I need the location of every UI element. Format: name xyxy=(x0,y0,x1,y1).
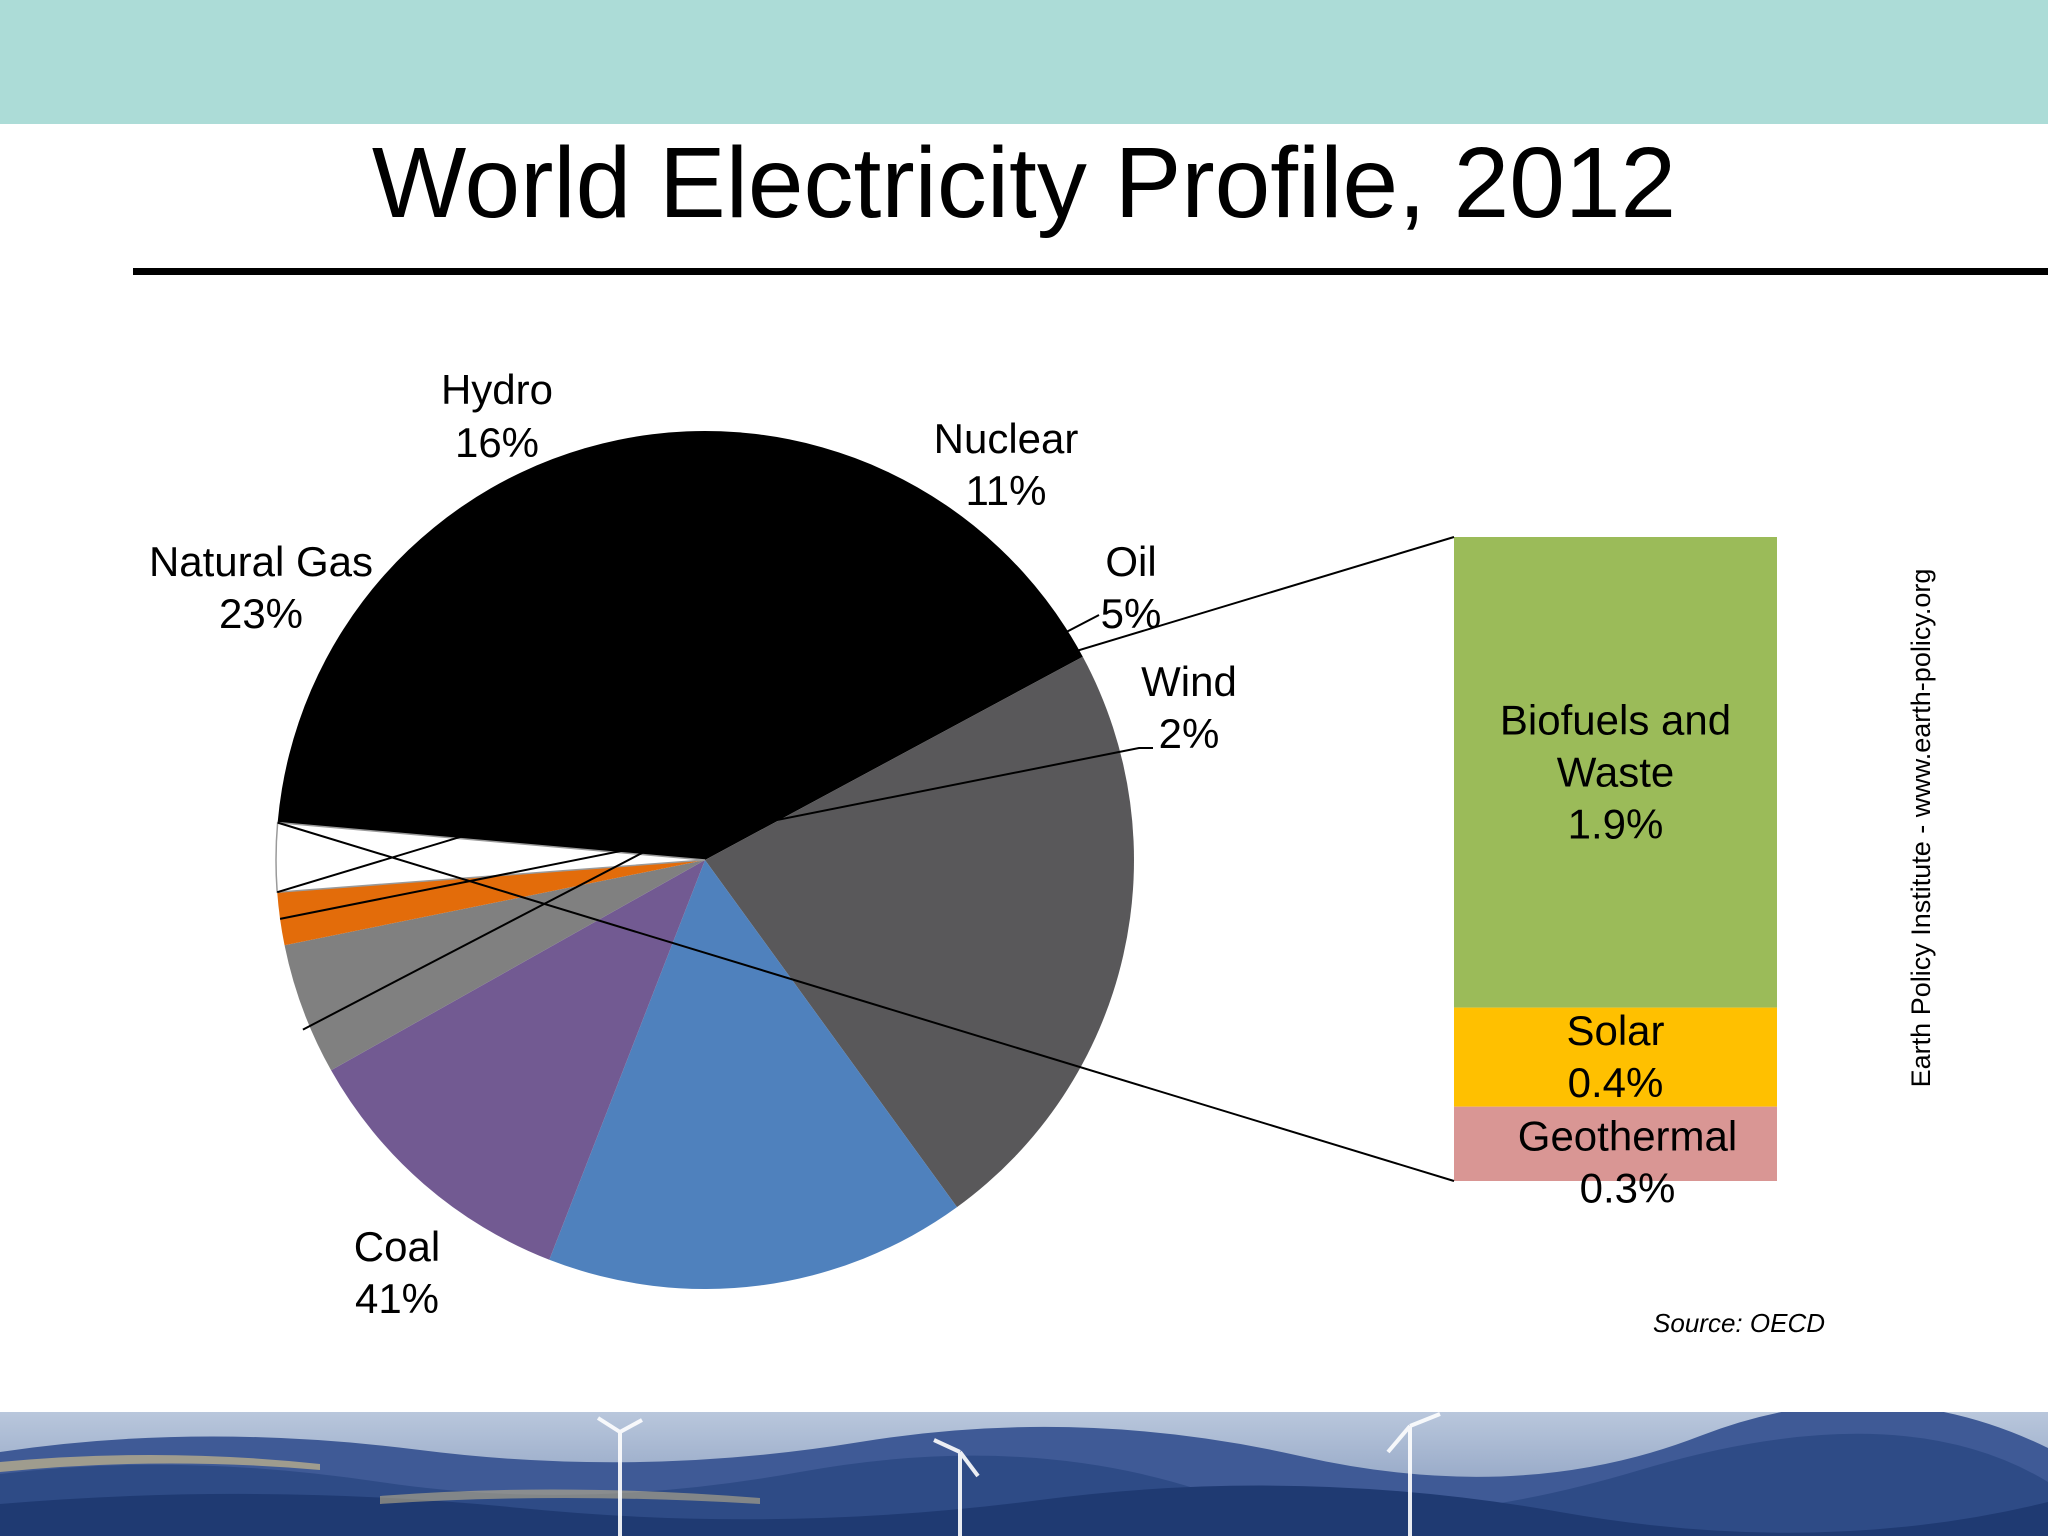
pie-label-hydro-value: 16% xyxy=(455,419,539,466)
pie-label-wind-value: 2% xyxy=(1159,710,1220,757)
pie-label-coal-value: 41% xyxy=(355,1275,439,1322)
pie-label-natural-gas-value: 23% xyxy=(219,590,303,637)
bar-label-geothermal-1: 0.3% xyxy=(1580,1165,1676,1212)
credit-vertical: Earth Policy Institute - www.earth-polic… xyxy=(1906,569,1936,1088)
title-rule xyxy=(133,268,2048,275)
bar-label-geothermal-0: Geothermal xyxy=(1518,1113,1737,1160)
bar-label-solar-0: Solar xyxy=(1566,1007,1664,1054)
pie-label-oil-value: 5% xyxy=(1101,590,1162,637)
pie-label-natural-gas-name: Natural Gas xyxy=(149,538,373,585)
page-title: World Electricity Profile, 2012 xyxy=(371,127,1677,239)
pie-slice-coal xyxy=(277,431,1083,860)
breakdown-bar xyxy=(1454,537,1777,1181)
pie-label-nuclear-name: Nuclear xyxy=(934,415,1079,462)
bar-segment-solar xyxy=(1454,1007,1777,1107)
wind-leader-line xyxy=(279,747,1153,920)
top-band xyxy=(0,0,2048,124)
pie-slice-natural-gas xyxy=(705,656,1134,1208)
pie-chart xyxy=(275,431,1134,1289)
electricity-chart: Coal 41% Natural Gas 23% Hydro 16% Nuclear 11% O… xyxy=(149,366,1936,1338)
chart-labels: Coal 41% Natural Gas 23% Hydro 16% Nuclear 11% O… xyxy=(149,366,1936,1338)
pie-label-wind-name: Wind xyxy=(1141,658,1237,705)
pie-label-coal-name: Coal xyxy=(354,1223,440,1270)
connector-line-top xyxy=(276,536,1455,894)
pie-slice-oil xyxy=(284,860,705,1071)
source-note: Source: OECD xyxy=(1653,1308,1825,1338)
pie-slice-nuclear xyxy=(331,860,705,1260)
pie-label-nuclear-value: 11% xyxy=(966,467,1047,514)
bar-label-solar-1: 0.4% xyxy=(1568,1059,1664,1106)
pie-label-oil-name: Oil xyxy=(1105,538,1156,585)
bar-label-biofuels-1: Waste xyxy=(1557,748,1674,795)
bar-segment-geothermal xyxy=(1454,1106,1777,1181)
pie-slice-hydro xyxy=(549,860,957,1289)
pie-slice-wind xyxy=(277,860,705,946)
pie-label-hydro-name: Hydro xyxy=(441,366,553,413)
bar-label-biofuels-0: Biofuels and xyxy=(1500,696,1731,743)
bar-label-biofuels-2: 1.9% xyxy=(1568,800,1664,847)
landscape-banner xyxy=(0,1412,2048,1536)
connector-line-bottom xyxy=(277,821,1455,1182)
bar-segment-biofuels xyxy=(1454,537,1777,1008)
